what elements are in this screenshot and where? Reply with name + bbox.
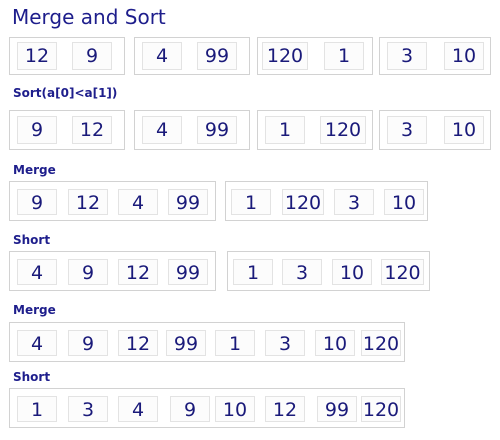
array-group: 4 99 (134, 110, 250, 150)
array-cell: 12 (265, 396, 305, 422)
array-group: 1 3 4 9 10 12 99 120 (9, 388, 405, 428)
array-group: 1 120 3 10 (225, 181, 428, 221)
array-cell: 10 (215, 396, 255, 422)
array-cell: 10 (332, 259, 372, 285)
array-cell: 120 (381, 259, 424, 285)
array-group: 1 120 (257, 110, 373, 150)
array-cell: 9 (170, 396, 210, 422)
array-cell: 120 (282, 189, 324, 215)
array-cell: 120 (361, 330, 401, 356)
array-cell: 9 (17, 189, 57, 215)
array-cell: 3 (334, 189, 374, 215)
array-cell: 3 (387, 42, 427, 70)
array-cell: 3 (282, 259, 322, 285)
array-cell: 12 (72, 116, 112, 144)
array-cell: 1 (233, 259, 273, 285)
array-group: 12 9 (9, 37, 125, 75)
page-title: Merge and Sort (12, 5, 166, 29)
array-cell: 10 (444, 116, 484, 144)
step-label-merge: Merge (13, 303, 56, 317)
array-cell: 99 (197, 116, 237, 144)
array-cell: 99 (168, 259, 208, 285)
array-group: 4 99 (134, 37, 250, 75)
array-cell: 99 (166, 330, 206, 356)
array-cell: 9 (17, 116, 57, 144)
array-group: 9 12 4 99 (9, 181, 216, 221)
array-cell: 99 (197, 42, 237, 70)
step-label-sort: Sort(a[0]<a[1]) (13, 86, 118, 100)
array-cell: 3 (265, 330, 305, 356)
array-cell: 99 (317, 396, 357, 422)
array-cell: 9 (72, 42, 112, 70)
step-label-short: Short (13, 370, 51, 384)
array-group: 4 9 12 99 (9, 251, 216, 291)
array-cell: 1 (231, 189, 271, 215)
array-cell: 120 (262, 42, 308, 70)
array-cell: 10 (444, 42, 484, 70)
array-cell: 1 (17, 396, 57, 422)
array-cell: 12 (68, 189, 108, 215)
array-cell: 1 (324, 42, 364, 70)
array-cell: 120 (320, 116, 366, 144)
array-cell: 9 (68, 259, 108, 285)
array-cell: 1 (265, 116, 305, 144)
array-group: 3 10 (379, 110, 491, 150)
array-cell: 12 (118, 259, 158, 285)
array-cell: 3 (68, 396, 108, 422)
array-cell: 4 (118, 396, 158, 422)
array-cell: 4 (142, 116, 182, 144)
array-cell: 99 (168, 189, 208, 215)
array-cell: 4 (118, 189, 158, 215)
array-cell: 3 (387, 116, 427, 144)
array-group: 3 10 (379, 37, 491, 75)
step-label-merge: Merge (13, 163, 56, 177)
array-group: 9 12 (9, 110, 125, 150)
array-cell: 10 (315, 330, 355, 356)
array-group: 4 9 12 99 1 3 10 120 (9, 322, 405, 362)
array-cell: 4 (17, 259, 57, 285)
array-cell: 1 (215, 330, 255, 356)
array-cell: 4 (142, 42, 182, 70)
array-cell: 4 (17, 330, 57, 356)
array-cell: 12 (17, 42, 57, 70)
array-cell: 10 (384, 189, 424, 215)
array-cell: 9 (68, 330, 108, 356)
array-group: 120 1 (257, 37, 373, 75)
step-label-short: Short (13, 233, 51, 247)
array-cell: 12 (118, 330, 158, 356)
array-cell: 120 (361, 396, 401, 422)
array-group: 1 3 10 120 (227, 251, 430, 291)
